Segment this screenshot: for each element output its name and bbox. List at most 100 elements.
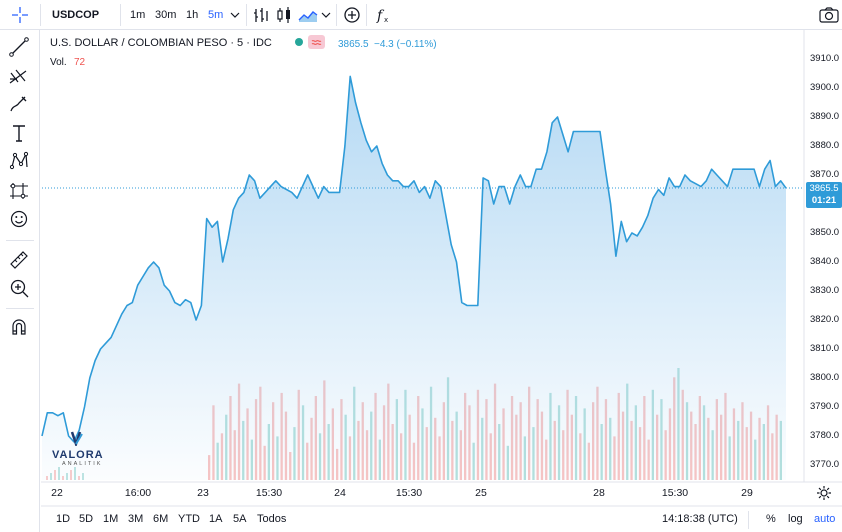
camera-icon[interactable] — [818, 5, 839, 25]
add-compare-icon[interactable] — [342, 5, 362, 25]
eye-toggle-icon[interactable] — [293, 36, 305, 48]
range-1m[interactable]: 1M — [103, 513, 119, 525]
time-tick-label: 16:00 — [124, 487, 152, 499]
percent-scale-toggle[interactable]: % — [766, 513, 776, 525]
volume-bar — [263, 445, 266, 480]
range-1d[interactable]: 1D — [56, 513, 71, 525]
volume-bar — [698, 396, 701, 480]
volume-bar — [353, 386, 356, 480]
volume-bar — [694, 424, 697, 480]
legend-title: U.S. DOLLAR / COLOMBIAN PESO · 5 · IDC — [50, 37, 272, 49]
volume-bar — [361, 402, 364, 480]
volume-bar — [327, 424, 330, 480]
volume-bar — [442, 402, 445, 480]
area-style-icon[interactable] — [297, 5, 318, 25]
volume-bar — [425, 427, 428, 480]
volume-bar — [775, 414, 778, 480]
volume-bar — [233, 430, 236, 480]
volume-bar — [758, 417, 761, 480]
magnet-icon[interactable] — [8, 316, 30, 338]
brush-icon[interactable] — [8, 93, 30, 115]
volume-bar — [737, 420, 740, 480]
crosshair-icon[interactable] — [10, 5, 30, 25]
volume-bar — [643, 396, 646, 480]
fib-retracement-icon[interactable] — [8, 65, 30, 87]
range-3m[interactable]: 3M — [128, 513, 144, 525]
range-ytd[interactable]: YTD — [178, 513, 200, 525]
range-6m[interactable]: 6M — [153, 513, 169, 525]
volume-bar — [681, 389, 684, 480]
price-tick-label: 3800.0 — [810, 372, 840, 383]
volume-bar — [617, 392, 620, 480]
time-tick-label: 28 — [593, 487, 605, 499]
volume-bar — [510, 396, 514, 480]
last-price-value: 3865.5 — [809, 183, 839, 194]
chevron-down-icon[interactable] — [229, 5, 249, 25]
volume-bar — [412, 442, 416, 480]
svg-text:f: f — [376, 8, 385, 24]
symbol-search-button[interactable]: USDCOP — [52, 9, 100, 21]
price-tick-label: 3810.0 — [810, 343, 840, 354]
candles-style-icon[interactable] — [274, 5, 294, 25]
volume-bar — [677, 368, 680, 480]
volume-bar — [404, 389, 407, 480]
bars-style-icon[interactable] — [251, 5, 271, 25]
range-1a[interactable]: 1A — [209, 513, 223, 525]
range-todos[interactable]: Todos — [257, 513, 287, 525]
time-tick-label: 29 — [741, 487, 753, 499]
volume-bar — [272, 402, 275, 480]
range-5d[interactable]: 5D — [79, 513, 94, 525]
volume-bar — [391, 424, 394, 480]
zoom-in-icon[interactable] — [8, 277, 30, 299]
pattern-tool-icon[interactable] — [8, 150, 30, 172]
volume-bar — [434, 417, 437, 480]
volume-bar — [592, 402, 595, 480]
volume-bar — [506, 445, 509, 480]
emoji-icon[interactable] — [8, 208, 30, 230]
utc-clock[interactable]: 14:18:38 (UTC) — [662, 513, 738, 525]
forecast-tool-icon[interactable] — [8, 180, 30, 202]
volume-bar — [284, 411, 288, 480]
price-tick-label: 3830.0 — [810, 285, 840, 296]
volume-bar — [54, 470, 56, 480]
volume-bar — [374, 392, 377, 480]
volume-bar — [762, 424, 765, 480]
volume-bar — [553, 420, 556, 480]
volume-bar — [634, 405, 637, 480]
price-tick-label: 3850.0 — [810, 227, 840, 238]
volume-bar — [604, 399, 608, 480]
volume-bar — [246, 408, 249, 480]
interval-30m[interactable]: 30m — [155, 9, 177, 21]
range-5a[interactable]: 5A — [233, 513, 247, 525]
volume-label: Vol. — [50, 57, 67, 68]
volume-bar — [46, 476, 48, 480]
text-tool-icon[interactable] — [8, 122, 30, 144]
wave-status-icon[interactable] — [308, 35, 325, 49]
volume-bar — [540, 411, 544, 480]
volume-bar — [626, 383, 629, 480]
volume-bar — [365, 430, 369, 480]
interval-1h[interactable]: 1h — [186, 9, 199, 21]
chevron-down-icon[interactable] — [320, 5, 340, 25]
volume-bar — [732, 408, 736, 480]
interval-1m[interactable]: 1m — [130, 9, 146, 21]
legend-change: −4.3 (−0.11%) — [374, 39, 437, 50]
auto-scale-toggle[interactable]: auto — [814, 513, 836, 525]
volume-bar — [472, 442, 475, 480]
log-scale-toggle[interactable]: log — [788, 513, 803, 525]
volume-bar — [766, 405, 770, 480]
volume-bar — [446, 377, 450, 480]
interval-5m[interactable]: 5m — [208, 9, 224, 21]
settings-gear-icon[interactable] — [815, 484, 833, 502]
price-tick-label: 3780.0 — [810, 430, 840, 441]
volume-bar — [481, 417, 484, 480]
volume-bar — [711, 430, 714, 480]
volume-bar — [395, 399, 398, 480]
volume-bar — [536, 399, 539, 480]
trend-line-icon[interactable] — [8, 36, 30, 58]
volume-bar — [254, 399, 258, 480]
volume-bar — [382, 405, 386, 480]
ruler-icon[interactable] — [8, 249, 30, 271]
